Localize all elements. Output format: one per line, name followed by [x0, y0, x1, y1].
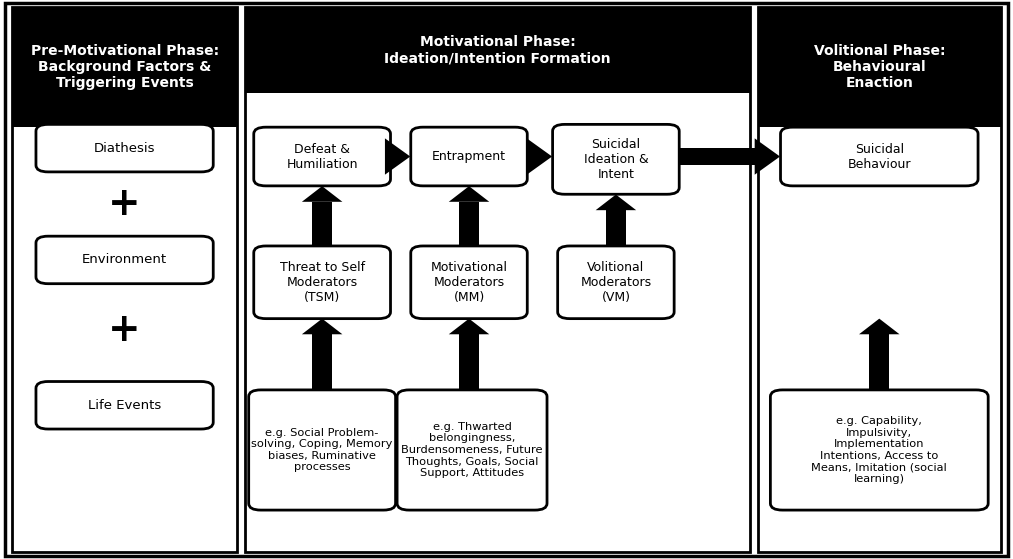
Bar: [869, 334, 889, 390]
Bar: [312, 334, 332, 390]
FancyBboxPatch shape: [36, 125, 213, 172]
Polygon shape: [449, 186, 489, 202]
Text: Volitional Phase:
Behavioural
Enaction: Volitional Phase: Behavioural Enaction: [813, 44, 945, 90]
Bar: [680, 148, 755, 165]
Bar: [245, 7, 750, 552]
Bar: [527, 148, 528, 165]
Text: Volitional
Moderators
(VM): Volitional Moderators (VM): [580, 261, 651, 304]
FancyBboxPatch shape: [397, 390, 547, 510]
Polygon shape: [859, 319, 900, 334]
Text: Motivational Phase:
Ideation/Intention Formation: Motivational Phase: Ideation/Intention F…: [384, 35, 611, 65]
FancyBboxPatch shape: [780, 127, 979, 186]
Polygon shape: [527, 139, 552, 174]
Bar: [606, 210, 626, 246]
FancyBboxPatch shape: [253, 246, 391, 319]
Text: Motivational
Moderators
(MM): Motivational Moderators (MM): [431, 261, 508, 304]
Bar: [245, 7, 750, 93]
Text: +: +: [108, 185, 141, 223]
Text: Life Events: Life Events: [88, 399, 161, 412]
FancyBboxPatch shape: [36, 381, 213, 429]
Bar: [312, 202, 332, 246]
FancyBboxPatch shape: [253, 127, 391, 186]
Text: Threat to Self
Moderators
(TSM): Threat to Self Moderators (TSM): [280, 261, 365, 304]
FancyBboxPatch shape: [557, 246, 675, 319]
Text: Entrapment: Entrapment: [432, 150, 506, 163]
Polygon shape: [596, 195, 636, 210]
Bar: [385, 148, 391, 165]
Text: e.g. Capability,
Impulsivity,
Implementation
Intentions, Access to
Means, Imitat: e.g. Capability, Impulsivity, Implementa…: [811, 416, 947, 484]
FancyBboxPatch shape: [36, 236, 213, 284]
Bar: [459, 334, 479, 390]
Text: Suicidal
Behaviour: Suicidal Behaviour: [848, 143, 911, 170]
Text: Defeat &
Humiliation: Defeat & Humiliation: [287, 143, 358, 170]
Text: Pre-Motivational Phase:
Background Factors &
Triggering Events: Pre-Motivational Phase: Background Facto…: [30, 44, 219, 90]
Text: +: +: [108, 311, 141, 349]
FancyBboxPatch shape: [411, 246, 528, 319]
Polygon shape: [385, 139, 410, 174]
Polygon shape: [302, 186, 342, 202]
FancyBboxPatch shape: [249, 390, 395, 510]
Bar: [459, 202, 479, 246]
Text: e.g. Thwarted
belongingness,
Burdensomeness, Future
Thoughts, Goals, Social
Supp: e.g. Thwarted belongingness, Burdensomen…: [401, 422, 543, 478]
Text: Diathesis: Diathesis: [94, 141, 155, 155]
Bar: [12, 7, 237, 552]
Bar: [758, 7, 1001, 552]
FancyBboxPatch shape: [553, 125, 680, 195]
Polygon shape: [755, 139, 780, 174]
Text: e.g. Social Problem-
solving, Coping, Memory
biases, Ruminative
processes: e.g. Social Problem- solving, Coping, Me…: [251, 428, 393, 472]
Polygon shape: [449, 319, 489, 334]
Polygon shape: [302, 319, 342, 334]
Bar: [12, 7, 237, 127]
FancyBboxPatch shape: [411, 127, 528, 186]
Text: Environment: Environment: [82, 253, 167, 267]
Bar: [758, 7, 1001, 127]
FancyBboxPatch shape: [771, 390, 988, 510]
Text: Suicidal
Ideation &
Intent: Suicidal Ideation & Intent: [583, 138, 648, 181]
